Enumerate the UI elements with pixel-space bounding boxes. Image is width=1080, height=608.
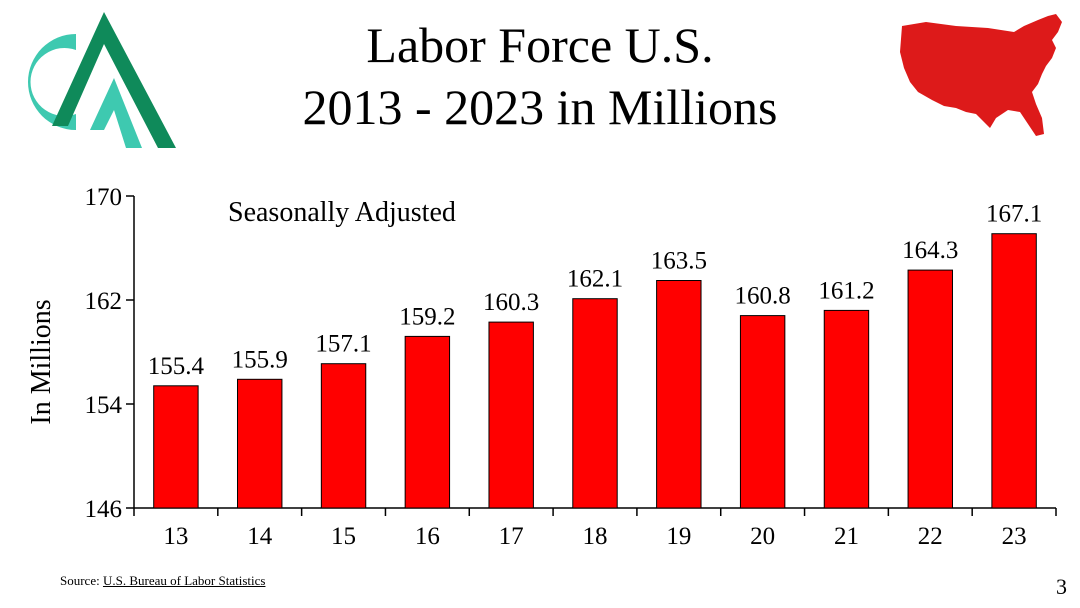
bar — [656, 280, 702, 509]
y-axis-title: In Millions — [26, 299, 57, 424]
x-tick-label: 17 — [499, 523, 524, 550]
bar — [488, 321, 534, 509]
us-map-shape — [900, 14, 1062, 136]
y-tick-label: 162 — [85, 288, 123, 315]
data-label: 164.3 — [902, 237, 958, 264]
page-number: 3 — [1056, 574, 1067, 599]
data-label: 155.4 — [148, 353, 205, 380]
data-label: 163.5 — [651, 248, 707, 275]
title-line-2: 2013 - 2023 in Millions — [302, 79, 778, 135]
x-tick-label: 14 — [247, 523, 273, 550]
x-tick-label: 13 — [163, 523, 188, 550]
page-title: Labor Force U.S. 2013 - 2023 in Millions — [0, 14, 1080, 138]
us-map-icon — [900, 14, 1062, 136]
data-label: 157.1 — [315, 331, 371, 358]
logo-peak-outer — [52, 12, 176, 148]
source-link[interactable]: U.S. Bureau of Labor Statistics — [102, 573, 266, 588]
bar — [237, 378, 283, 509]
bar — [991, 233, 1037, 509]
x-tick-label: 18 — [583, 523, 608, 550]
data-label: 162.1 — [567, 266, 623, 293]
bar — [823, 309, 870, 509]
data-label: 160.8 — [735, 283, 791, 310]
x-tick-label: 22 — [918, 523, 943, 550]
data-label: 155.9 — [232, 346, 288, 373]
y-tick-label: 170 — [85, 184, 123, 211]
x-tick-label: 15 — [331, 523, 356, 550]
data-label: 167.1 — [986, 201, 1042, 228]
bar — [404, 335, 451, 509]
y-tick-label: 146 — [85, 496, 123, 523]
bar — [739, 315, 786, 509]
chart-annotation: Seasonally Adjusted — [228, 197, 456, 228]
title-line-1: Labor Force U.S. — [366, 17, 714, 73]
bar — [907, 269, 953, 509]
bar — [153, 385, 199, 509]
labor-force-bar-chart: 146 154 162 170 155.4 13 155.9 14 157.1 15 159.2 16… — [26, 184, 1057, 550]
labels: 146 154 162 170 155.4 13 155.9 14 157.1 15 159.2 16… — [26, 184, 1042, 550]
data-label: 161.2 — [818, 277, 874, 304]
bar — [572, 298, 618, 509]
x-tick-label: 16 — [415, 523, 440, 550]
logo-c-shape — [28, 34, 76, 130]
x-tick-label: 20 — [750, 523, 775, 550]
logo-peak-inner — [90, 78, 142, 148]
x-tick-label: 21 — [834, 523, 859, 550]
data-label: 159.2 — [399, 303, 455, 330]
data-label: 160.3 — [483, 289, 539, 316]
x-tick-label: 19 — [666, 523, 691, 550]
company-logo-icon — [28, 12, 176, 148]
x-tick-label: 23 — [1002, 523, 1027, 550]
y-tick-label: 154 — [85, 392, 123, 419]
source-label: Source: — [60, 573, 100, 588]
bars — [153, 233, 1037, 509]
source-note: Source: U.S. Bureau of Labor Statistics — [60, 573, 265, 589]
bar — [320, 363, 367, 509]
